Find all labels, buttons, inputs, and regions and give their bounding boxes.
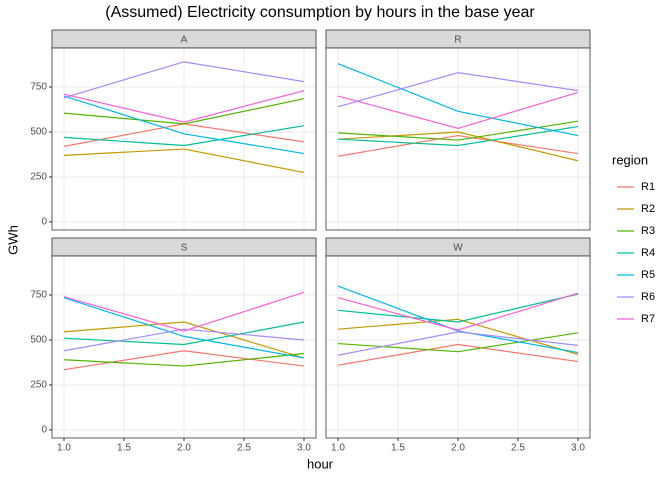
series-line [337,292,579,331]
series-line [337,293,579,323]
series-line [63,148,305,174]
series-line [337,318,579,355]
legend-label: R5 [641,269,655,281]
series-line [337,63,579,137]
y-tick-label: 250 [30,380,47,391]
legend-title: region [612,152,648,167]
series-line [63,321,305,346]
series-line [63,98,305,125]
series-line [63,321,305,359]
series-line [63,350,305,371]
x-tick-label: 2.5 [237,443,251,454]
series-line [337,91,579,130]
chart-title: (Assumed) Electricity consumption by hou… [105,4,535,21]
x-tick-label: 2.5 [511,443,525,454]
series-line [63,125,305,147]
x-tick-label: 1.0 [331,443,345,454]
series-line [337,285,579,354]
series-line [63,328,305,352]
strip-label: A [181,35,188,46]
y-tick-label: 0 [41,425,47,436]
legend-label: R1 [641,181,655,193]
series-line [63,352,305,367]
legend-label: R4 [641,247,655,259]
y-tick-label: 0 [41,217,47,228]
panel-border [51,255,317,439]
series-line [337,72,579,108]
x-tick-label: 1.5 [391,443,405,454]
series-line [63,297,305,359]
strip-label: W [453,243,463,254]
x-tick-label: 3.0 [571,443,585,454]
legend-label: R7 [641,313,655,325]
y-tick-label: 250 [30,172,47,183]
legend-label: R2 [641,203,655,215]
series-line [63,90,305,123]
series-line [337,343,579,366]
y-tick-label: 750 [30,82,47,93]
legend-label: R3 [641,225,655,237]
series-line [337,125,579,147]
x-tick-label: 1.5 [117,443,131,454]
series-line [337,134,579,157]
strip-label: S [181,243,188,254]
panel-border [325,255,591,439]
y-tick-label: 750 [30,290,47,301]
x-tick-label: 2.0 [177,443,191,454]
y-axis-title: GWh [5,225,20,255]
panel-border [325,47,591,231]
series-line [63,61,305,99]
y-tick-label: 500 [30,335,47,346]
series-line [337,131,579,162]
series-line [337,332,579,353]
series-line [63,95,305,155]
x-axis-title: hour [307,456,334,471]
x-tick-label: 1.0 [57,443,71,454]
panel-border [51,47,317,231]
series-line [63,291,305,332]
series-line [337,331,579,356]
x-tick-label: 3.0 [297,443,311,454]
y-tick-label: 500 [30,127,47,138]
strip-label: R [454,35,461,46]
x-tick-label: 2.0 [451,443,465,454]
legend-label: R6 [641,291,655,303]
